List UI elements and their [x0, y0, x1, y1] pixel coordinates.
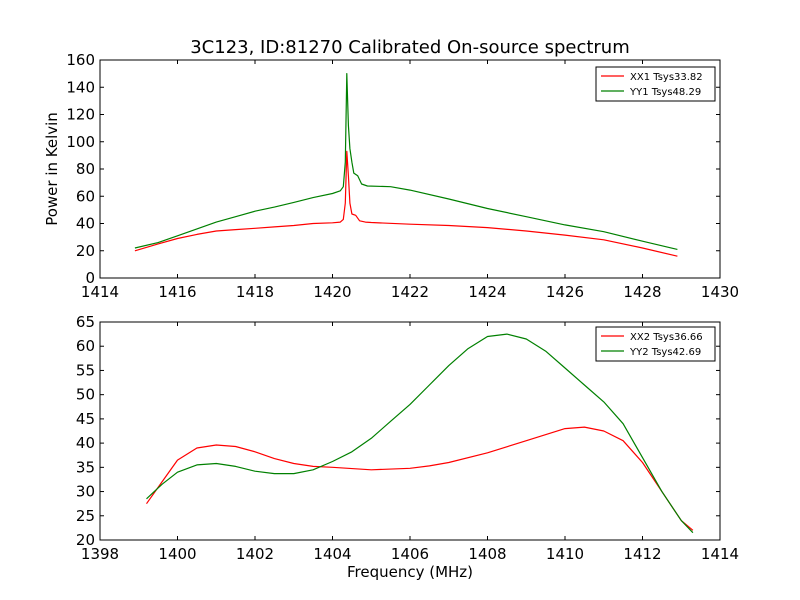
top-series-line-2: [134, 73, 678, 250]
bottom-series-line-1: [146, 426, 694, 531]
top-y-tick-label: 40: [76, 215, 95, 233]
bottom-legend-label-1: XX2 Tsys36.66: [630, 332, 703, 343]
top-x-tick-label: 1420: [313, 283, 351, 301]
top-x-tick-label: 1428: [623, 283, 661, 301]
top-y-tick-label: 120: [66, 106, 95, 124]
top-plot: 1414 1416 1418 1420 1422 1424 1426 1428 1430 0 20 4…: [66, 51, 739, 301]
bottom-y-tick-label: 30: [76, 483, 95, 501]
top-y-tick-label: 100: [66, 133, 95, 151]
bottom-x-tick-label: 1412: [623, 545, 661, 563]
top-y-tick-label: 140: [66, 78, 95, 96]
top-x-tick-label: 1416: [158, 283, 196, 301]
bottom-x-tick-label: 1402: [236, 545, 274, 563]
bottom-x-tick-label: 1408: [468, 545, 506, 563]
top-y-tick-label: 0: [85, 269, 95, 287]
bottom-y-tick-label: 35: [76, 458, 95, 476]
top-y-axis-label: Power in Kelvin: [43, 112, 61, 226]
bottom-y-tick-label: 25: [76, 507, 95, 525]
bottom-x-tick-label: 1398: [81, 545, 119, 563]
top-legend-label-2: YY1 Tsys48.29: [629, 87, 701, 98]
top-x-tick-label: 1414: [81, 283, 119, 301]
top-x-tick-label: 1430: [701, 283, 739, 301]
top-x-tick-label: 1424: [468, 283, 506, 301]
bottom-series-line-2: [146, 333, 694, 534]
bottom-x-tick-label: 1400: [158, 545, 196, 563]
bottom-y-tick-label: 20: [76, 531, 95, 549]
top-x-tick-label: 1418: [236, 283, 274, 301]
top-series-line-1: [134, 150, 678, 257]
top-legend-box: [595, 66, 716, 102]
chart-title: 3C123, ID:81270 Calibrated On-source spe…: [190, 37, 630, 58]
top-y-tick-label: 80: [76, 160, 95, 178]
bottom-x-tick-label: 1404: [313, 545, 351, 563]
bottom-y-tick-label: 45: [76, 410, 95, 428]
bottom-y-tick-label: 65: [76, 313, 95, 331]
bottom-plot: 1398 1400 1402 1404 1406 1408 1410 1412 1414 20 25…: [76, 313, 739, 563]
bottom-x-axis-label: Frequency (MHz): [347, 563, 473, 581]
bottom-y-tick-label: 40: [76, 434, 95, 452]
top-x-tick-label: 1422: [391, 283, 429, 301]
bottom-x-tick-label: 1410: [546, 545, 584, 563]
top-y-tick-label: 20: [76, 242, 95, 260]
bottom-y-tick-label: 50: [76, 386, 95, 404]
bottom-legend-label-2: YY2 Tsys42.69: [629, 347, 701, 358]
bottom-legend-box: [595, 326, 716, 362]
bottom-x-tick-label: 1414: [701, 545, 739, 563]
bottom-x-tick-label: 1406: [391, 545, 429, 563]
top-x-tick-label: 1426: [546, 283, 584, 301]
top-y-tick-label: 160: [66, 51, 95, 69]
bottom-y-tick-label: 60: [76, 337, 95, 355]
bottom-y-tick-label: 55: [76, 361, 95, 379]
top-y-tick-label: 60: [76, 187, 95, 205]
top-legend-label-1: XX1 Tsys33.82: [630, 72, 703, 83]
